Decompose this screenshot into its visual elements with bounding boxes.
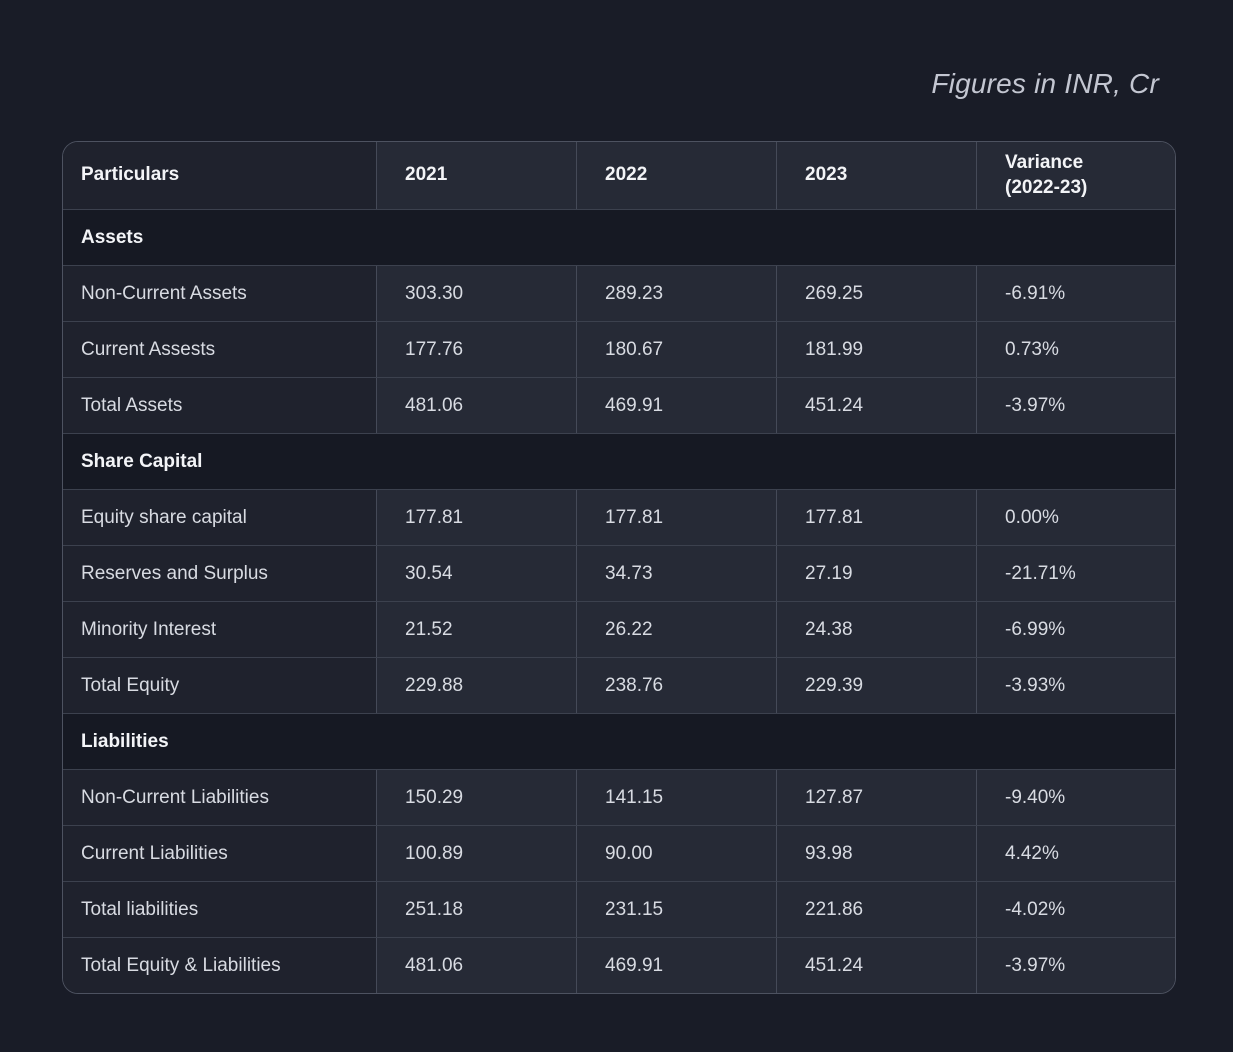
year-value: 180.67 [576,322,776,377]
row-label: Total liabilities [63,882,376,937]
year-value: 469.91 [576,938,776,993]
row-label: Total Equity & Liabilities [63,938,376,993]
variance-value: -3.93% [976,658,1175,713]
year-value: 177.81 [376,490,576,545]
year-value: 451.24 [776,378,976,433]
year-value: 221.86 [776,882,976,937]
variance-value: -3.97% [976,378,1175,433]
row-label: Current Liabilities [63,826,376,881]
year-value: 451.24 [776,938,976,993]
row-label: Total Equity [63,658,376,713]
table-row: Current Assests 177.76 180.67 181.99 0.73% [63,321,1175,377]
year-value: 181.99 [776,322,976,377]
header-row: Particulars 2021 2022 2023 Variance (2022-23… [63,142,1175,209]
year-value: 27.19 [776,546,976,601]
year-value: 177.81 [776,490,976,545]
year-value: 231.15 [576,882,776,937]
year-value: 177.81 [576,490,776,545]
row-label: Equity share capital [63,490,376,545]
units-caption: Figures in INR, Cr [931,68,1159,99]
year-value: 177.76 [376,322,576,377]
variance-value: -3.97% [976,938,1175,993]
year-value: 481.06 [376,938,576,993]
row-label: Current Assests [63,322,376,377]
year-value: 100.89 [376,826,576,881]
year-value: 26.22 [576,602,776,657]
year-value: 30.54 [376,546,576,601]
table-row: Total liabilities 251.18 231.15 221.86 -4.02… [63,881,1175,937]
variance-value: -9.40% [976,770,1175,825]
section-title: Assets [81,226,144,248]
column-header: 2022 [576,142,776,209]
year-value: 34.73 [576,546,776,601]
year-value: 289.23 [576,266,776,321]
section-row-share-capital: Share Capital [63,433,1175,489]
year-value: 229.39 [776,658,976,713]
section-title: Liabilities [81,730,169,752]
variance-value: 0.73% [976,322,1175,377]
year-value: 150.29 [376,770,576,825]
row-label: Non-Current Liabilities [63,770,376,825]
table-row: Total Equity & Liabilities 481.06 469.91 45… [63,937,1175,993]
year-value: 141.15 [576,770,776,825]
variance-value: -6.99% [976,602,1175,657]
table-body: Assets Non-Current Assets 303.30 289.23 269.… [63,209,1175,993]
year-value: 303.30 [376,266,576,321]
column-header: 2021 [376,142,576,209]
variance-value: -4.02% [976,882,1175,937]
column-header: 2023 [776,142,976,209]
year-value: 21.52 [376,602,576,657]
year-value: 481.06 [376,378,576,433]
row-label: Minority Interest [63,602,376,657]
section-row-assets: Assets [63,209,1175,265]
row-label: Reserves and Surplus [63,546,376,601]
year-value: 127.87 [776,770,976,825]
table-row: Reserves and Surplus 30.54 34.73 27.19 -21.7… [63,545,1175,601]
section-title: Share Capital [81,450,203,472]
table-row: Total Assets 481.06 469.91 451.24 -3.97% [63,377,1175,433]
year-value: 90.00 [576,826,776,881]
year-value: 24.38 [776,602,976,657]
year-value: 251.18 [376,882,576,937]
section-row-liabilities: Liabilities [63,713,1175,769]
variance-value: -21.71% [976,546,1175,601]
year-value: 469.91 [576,378,776,433]
balance-sheet-table: Particulars 2021 2022 2023 Variance (2022-23… [62,141,1176,994]
table-row: Minority Interest 21.52 26.22 24.38 -6.99% [63,601,1175,657]
column-header: Particulars [63,142,376,209]
year-value: 229.88 [376,658,576,713]
table-row: Current Liabilities 100.89 90.00 93.98 4.42% [63,825,1175,881]
year-value: 238.76 [576,658,776,713]
year-value: 93.98 [776,826,976,881]
year-value: 269.25 [776,266,976,321]
table-row: Equity share capital 177.81 177.81 177.81 0.… [63,489,1175,545]
variance-value: -6.91% [976,266,1175,321]
table-row: Non-Current Liabilities 150.29 141.15 127.8… [63,769,1175,825]
table-row: Total Equity 229.88 238.76 229.39 -3.93% [63,657,1175,713]
variance-value: 0.00% [976,490,1175,545]
row-label: Total Assets [63,378,376,433]
column-header: Variance (2022-23) [976,142,1175,209]
variance-value: 4.42% [976,826,1175,881]
row-label: Non-Current Assets [63,266,376,321]
table-row: Non-Current Assets 303.30 289.23 269.25 -6.9… [63,265,1175,321]
